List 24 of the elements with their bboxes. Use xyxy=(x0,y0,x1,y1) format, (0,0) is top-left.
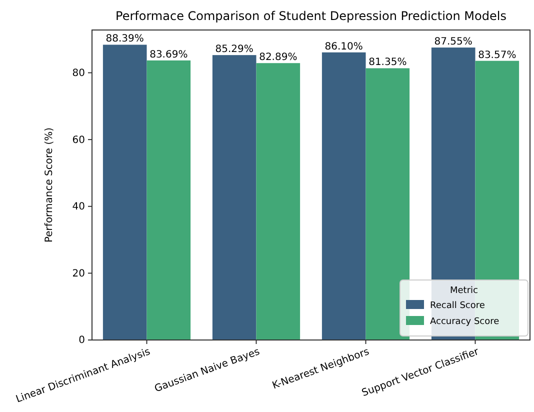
data-label: 81.35% xyxy=(368,57,407,68)
bar xyxy=(102,44,147,340)
data-label: 87.55% xyxy=(434,36,472,48)
bar xyxy=(366,68,410,340)
y-tick-label: 80 xyxy=(72,68,85,79)
y-tick-label: 60 xyxy=(72,134,85,146)
data-label: 82.89% xyxy=(259,52,298,64)
bar xyxy=(146,60,191,340)
bar xyxy=(322,52,366,340)
y-tick-label: 40 xyxy=(72,202,85,213)
data-label: 88.39% xyxy=(106,34,144,45)
data-label: 86.10% xyxy=(324,41,363,52)
legend-label: Accuracy Score xyxy=(430,317,500,327)
bar xyxy=(212,55,256,340)
y-tick-label: 20 xyxy=(72,268,85,280)
y-tick-label: 0 xyxy=(78,335,85,346)
y-axis-title: Performance Score (%) xyxy=(44,127,55,243)
legend-title: Metric xyxy=(450,286,478,296)
data-label: 83.69% xyxy=(150,49,188,60)
legend-label: Recall Score xyxy=(430,301,486,311)
data-label: 83.57% xyxy=(478,50,516,61)
data-label: 85.29% xyxy=(215,44,254,56)
chart-title: Performace Comparison of Student Depression Prediction Models xyxy=(116,9,506,23)
bar xyxy=(256,63,300,340)
